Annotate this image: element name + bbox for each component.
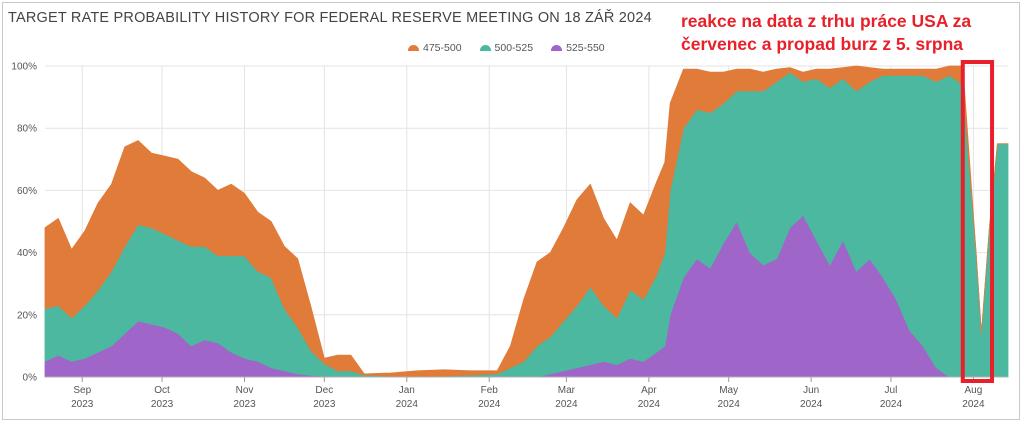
y-tick-label: 0% [23, 373, 38, 384]
legend-label-500-525: 500-525 [494, 42, 534, 54]
legend-label-525-550: 525-550 [566, 42, 605, 54]
legend-item-475-500[interactable]: 475-500 [408, 42, 462, 54]
x-tick-label-month: Oct [154, 385, 170, 396]
x-tick-label-month: Sep [73, 385, 91, 396]
x-tick-label-month: Dec [315, 385, 333, 396]
annotation-text: reakce na data z trhu práce USA za červe… [681, 10, 1001, 56]
x-tick-label-month: Aug [965, 385, 983, 396]
x-tick-label-year: 2024 [718, 399, 741, 410]
x-tick-label-year: 2024 [555, 399, 578, 410]
x-tick-label-year: 2024 [962, 399, 985, 410]
x-tick-label-year: 2024 [478, 399, 501, 410]
x-tick-label-year: 2023 [71, 399, 94, 410]
x-tick-label-month: Jul [885, 385, 898, 396]
legend-item-500-525[interactable]: 500-525 [479, 42, 534, 54]
legend-swatch-475-500 [408, 45, 419, 51]
x-tick-label-month: Jun [803, 385, 819, 396]
area-475-500 [44, 65, 1009, 378]
highlight-box [960, 60, 995, 383]
x-tick-label-month: Feb [481, 385, 499, 396]
y-tick-label: 100% [11, 62, 37, 73]
x-tick-label-year: 2024 [800, 399, 823, 410]
legend-swatch-500-525 [479, 45, 491, 51]
y-tick-label: 80% [17, 124, 37, 135]
legend-item-525-550[interactable]: 525-550 [551, 42, 605, 54]
chart-title: TARGET RATE PROBABILITY HISTORY FOR FEDE… [8, 10, 652, 26]
x-tick-label-year: 2024 [638, 399, 661, 410]
x-tick-label-month: Apr [641, 385, 657, 396]
x-tick-label-year: 2023 [233, 399, 256, 410]
annotation-line-1: reakce na data z trhu práce USA za [681, 11, 972, 31]
y-tick-label: 40% [17, 248, 37, 259]
y-tick-label: 20% [17, 310, 37, 321]
x-tick-label-month: May [719, 385, 738, 396]
x-tick-label-year: 2024 [880, 399, 903, 410]
x-tick-label-month: Nov [236, 385, 254, 396]
legend-label-475-500: 475-500 [423, 42, 462, 54]
legend-swatch-525-550 [551, 45, 563, 51]
annotation-line-2: červenec a propad burz z 5. srpna [681, 34, 964, 54]
legend: 475-500 500-525 525-550 [408, 42, 605, 54]
x-tick-label-month: Jan [399, 385, 415, 396]
x-tick-label-year: 2023 [313, 399, 336, 410]
y-tick-label: 60% [17, 186, 37, 197]
x-tick-label-year: 2024 [396, 399, 419, 410]
x-tick-label-month: Mar [558, 385, 576, 396]
x-tick-label-year: 2023 [151, 399, 174, 410]
